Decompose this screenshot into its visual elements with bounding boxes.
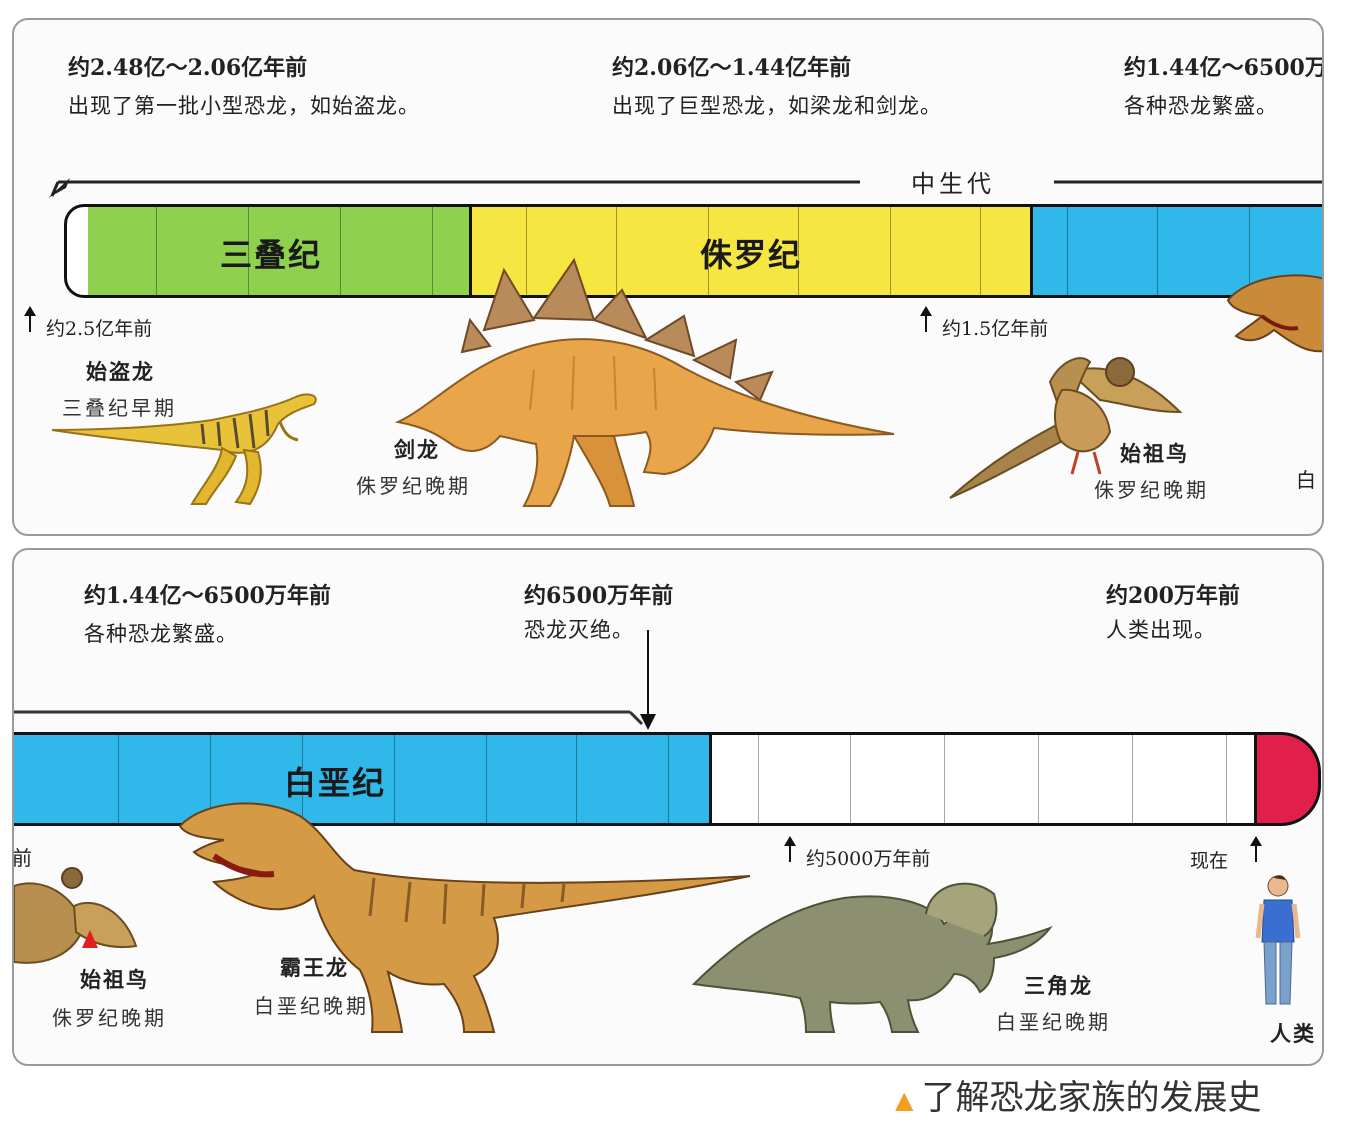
archaeopteryx-illustration — [949, 357, 1183, 499]
dino-period-archaeopteryx-bottom: 侏罗纪晚期 — [52, 1006, 167, 1030]
mesozoic-bracket — [48, 178, 1322, 198]
period-label-jurassic: 侏罗纪 — [700, 236, 803, 274]
period-bar-present — [1257, 732, 1321, 826]
era-desc-cretaceous-full: 各种恐龙繁盛。 — [84, 622, 238, 646]
triangle-marker-icon: ▲ — [895, 1085, 914, 1114]
archaeopteryx-partial — [14, 867, 138, 964]
human-figure — [1255, 875, 1301, 1005]
dino-name-triceratops: 三角龙 — [1024, 973, 1093, 998]
era-title-humans: 约200万年前 — [1106, 583, 1240, 609]
timeline-panel-top: 约2.48亿～2.06亿年前 出现了第一批小型恐龙，如始盗龙。 约2.06亿～1… — [12, 18, 1324, 536]
edge-text-top: 白 — [1296, 468, 1316, 492]
dino-name-archaeopteryx: 始祖鸟 — [1120, 441, 1189, 466]
tick-label-present: 现在 — [1190, 850, 1229, 872]
timeline-panel-bottom: 约1.44亿～6500万年前 各种恐龙繁盛。 约6500万年前 恐龙灭绝。 约2… — [12, 548, 1324, 1066]
dino-name-tyrannosaurus: 霸王龙 — [280, 955, 349, 980]
dino-name-eoraptor: 始盗龙 — [86, 359, 155, 384]
era-title-triassic: 约2.48亿～2.06亿年前 — [68, 55, 308, 81]
era-title-extinction: 约6500万年前 — [524, 583, 674, 609]
tick-arrow-50ma — [784, 836, 796, 862]
period-label-cretaceous: 白垩纪 — [284, 764, 387, 802]
caption-text: 了解恐龙家族的发展史 — [921, 1078, 1262, 1118]
dino-period-triceratops: 白垩纪晚期 — [996, 1010, 1111, 1034]
era-desc-extinction: 恐龙灭绝。 — [524, 618, 634, 642]
tick-arrow-150ma — [920, 306, 932, 332]
dino-period-eoraptor: 三叠纪早期 — [62, 396, 177, 420]
period-bar-cretaceous — [14, 732, 711, 826]
figure-caption: ▲ 了解恐龙家族的发展史 — [895, 1070, 1261, 1119]
era-desc-cretaceous: 各种恐龙繁盛。 — [1124, 94, 1278, 118]
period-label-triassic: 三叠纪 — [220, 236, 323, 274]
era-title-cretaceous-full: 约1.44亿～6500万年前 — [84, 583, 331, 609]
dino-name-stegosaurus: 剑龙 — [394, 437, 440, 462]
trex-head-partial — [1226, 274, 1322, 353]
era-title-jurassic: 约2.06亿～1.44亿年前 — [612, 55, 852, 81]
dino-period-archaeopteryx: 侏罗纪晚期 — [1094, 478, 1209, 502]
tyrannosaurus-illustration — [178, 802, 751, 1033]
human-label: 人类 — [1270, 1021, 1316, 1046]
eoraptor-illustration — [51, 393, 317, 506]
period-bar-cenozoic — [712, 732, 1256, 826]
period-bar-triassic — [88, 204, 471, 298]
tick-label-150ma: 约1.5亿年前 — [942, 318, 1049, 340]
tick-arrow-250ma — [24, 306, 36, 332]
era-desc-triassic: 出现了第一批小型恐龙，如始盗龙。 — [68, 94, 420, 118]
era-title-cretaceous: 约1.44亿～6500万 — [1124, 55, 1324, 81]
dino-name-archaeopteryx-bottom: 始祖鸟 — [80, 967, 149, 992]
tick-label-250ma: 约2.5亿年前 — [46, 318, 153, 340]
extinction-pointer — [14, 630, 656, 730]
era-desc-jurassic: 出现了巨型恐龙，如梁龙和剑龙。 — [612, 94, 942, 118]
era-desc-humans: 人类出现。 — [1106, 618, 1216, 642]
era-label-mesozoic: 中生代 — [911, 170, 995, 198]
edge-text-bottom: 前 — [12, 846, 32, 870]
dino-period-tyrannosaurus: 白垩纪晚期 — [254, 994, 369, 1018]
tick-arrow-present — [1250, 836, 1262, 862]
dino-period-stegosaurus: 侏罗纪晚期 — [356, 474, 471, 498]
triceratops-illustration — [691, 882, 1053, 1033]
stegosaurus-illustration — [394, 257, 895, 507]
tick-label-50ma: 约5000万年前 — [806, 848, 931, 870]
